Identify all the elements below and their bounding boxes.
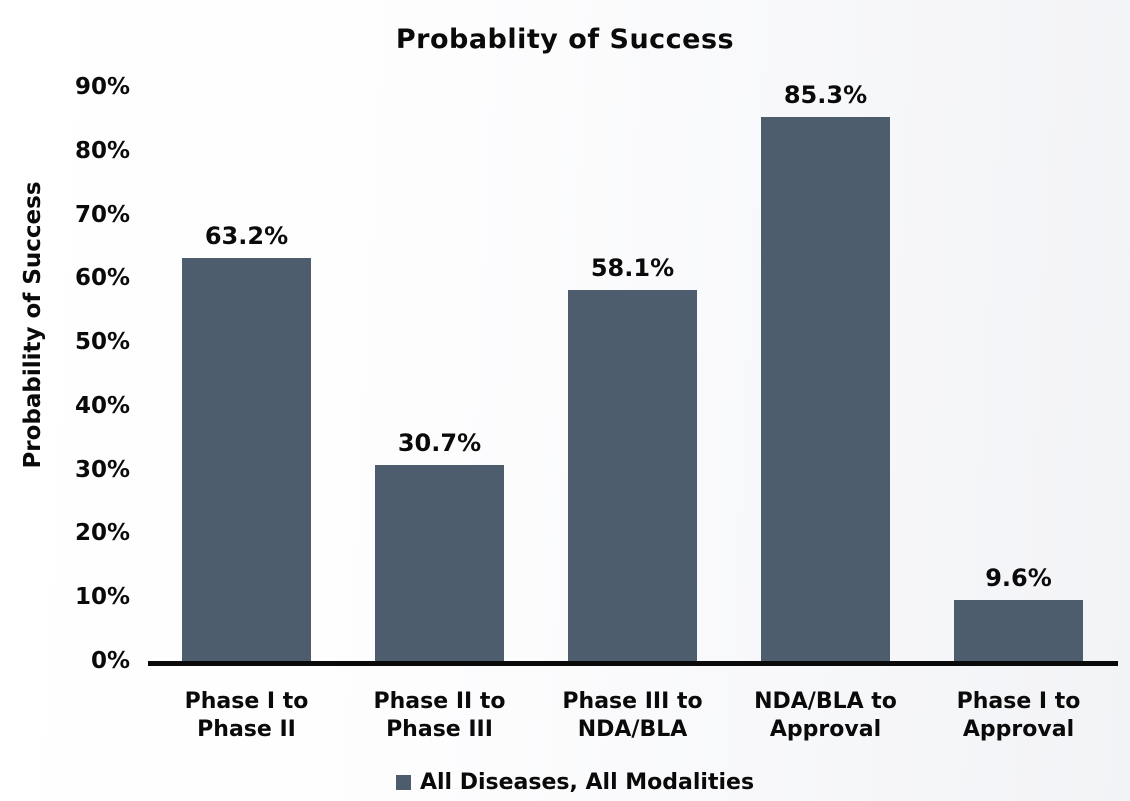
legend: All Diseases, All Modalities: [0, 770, 1130, 795]
chart-title: Probablity of Success: [395, 24, 735, 55]
y-tick-label: 20%: [74, 520, 130, 547]
category-label: Phase I to Phase II: [184, 689, 309, 742]
y-tick-label: 90%: [74, 74, 130, 100]
y-tick-label: 60%: [74, 265, 130, 292]
bar-value-label: 30.7%: [397, 429, 482, 457]
category-label: Phase II to Phase III: [373, 689, 506, 742]
x-axis-line: [148, 661, 1118, 666]
bar-value-label: 63.2%: [204, 222, 289, 250]
bar-group: 85.3% NDA/BLA to Approval: [729, 81, 922, 742]
bar-group: 63.2% Phase I to Phase II: [150, 87, 343, 742]
bar-value-label: 9.6%: [985, 564, 1052, 592]
y-tick-label: 80%: [74, 137, 130, 164]
legend-label: All Diseases, All Modalities: [419, 770, 755, 795]
bar-value-label: 85.3%: [783, 81, 868, 109]
bar: [182, 258, 311, 661]
legend-swatch: [395, 775, 411, 790]
bar-value-label: 58.1%: [590, 254, 675, 282]
category-label: Phase I to Approval: [956, 689, 1081, 742]
bar: [568, 290, 697, 661]
category-label: Phase III to NDA/BLA: [562, 689, 703, 742]
plot-area: 63.2% Phase I to Phase II 30.7% Phase II to…: [150, 81, 1115, 742]
bar: [375, 465, 504, 661]
category-label: NDA/BLA to Approval: [754, 689, 897, 742]
y-tick-label: 40%: [74, 392, 130, 419]
bar-group: 58.1% Phase III to NDA/BLA: [536, 87, 729, 742]
y-tick-label: 70%: [74, 201, 130, 228]
y-tick-label: 50%: [74, 329, 130, 356]
bar-group: 9.6% Phase I to Approval: [922, 87, 1115, 742]
bar: [761, 117, 890, 661]
bar-group: 30.7% Phase II to Phase III: [343, 87, 536, 742]
y-tick-label: 30%: [74, 456, 130, 483]
y-tick-label: 10%: [74, 584, 130, 611]
y-tick-label: 0%: [90, 648, 130, 674]
bar: [954, 600, 1083, 661]
